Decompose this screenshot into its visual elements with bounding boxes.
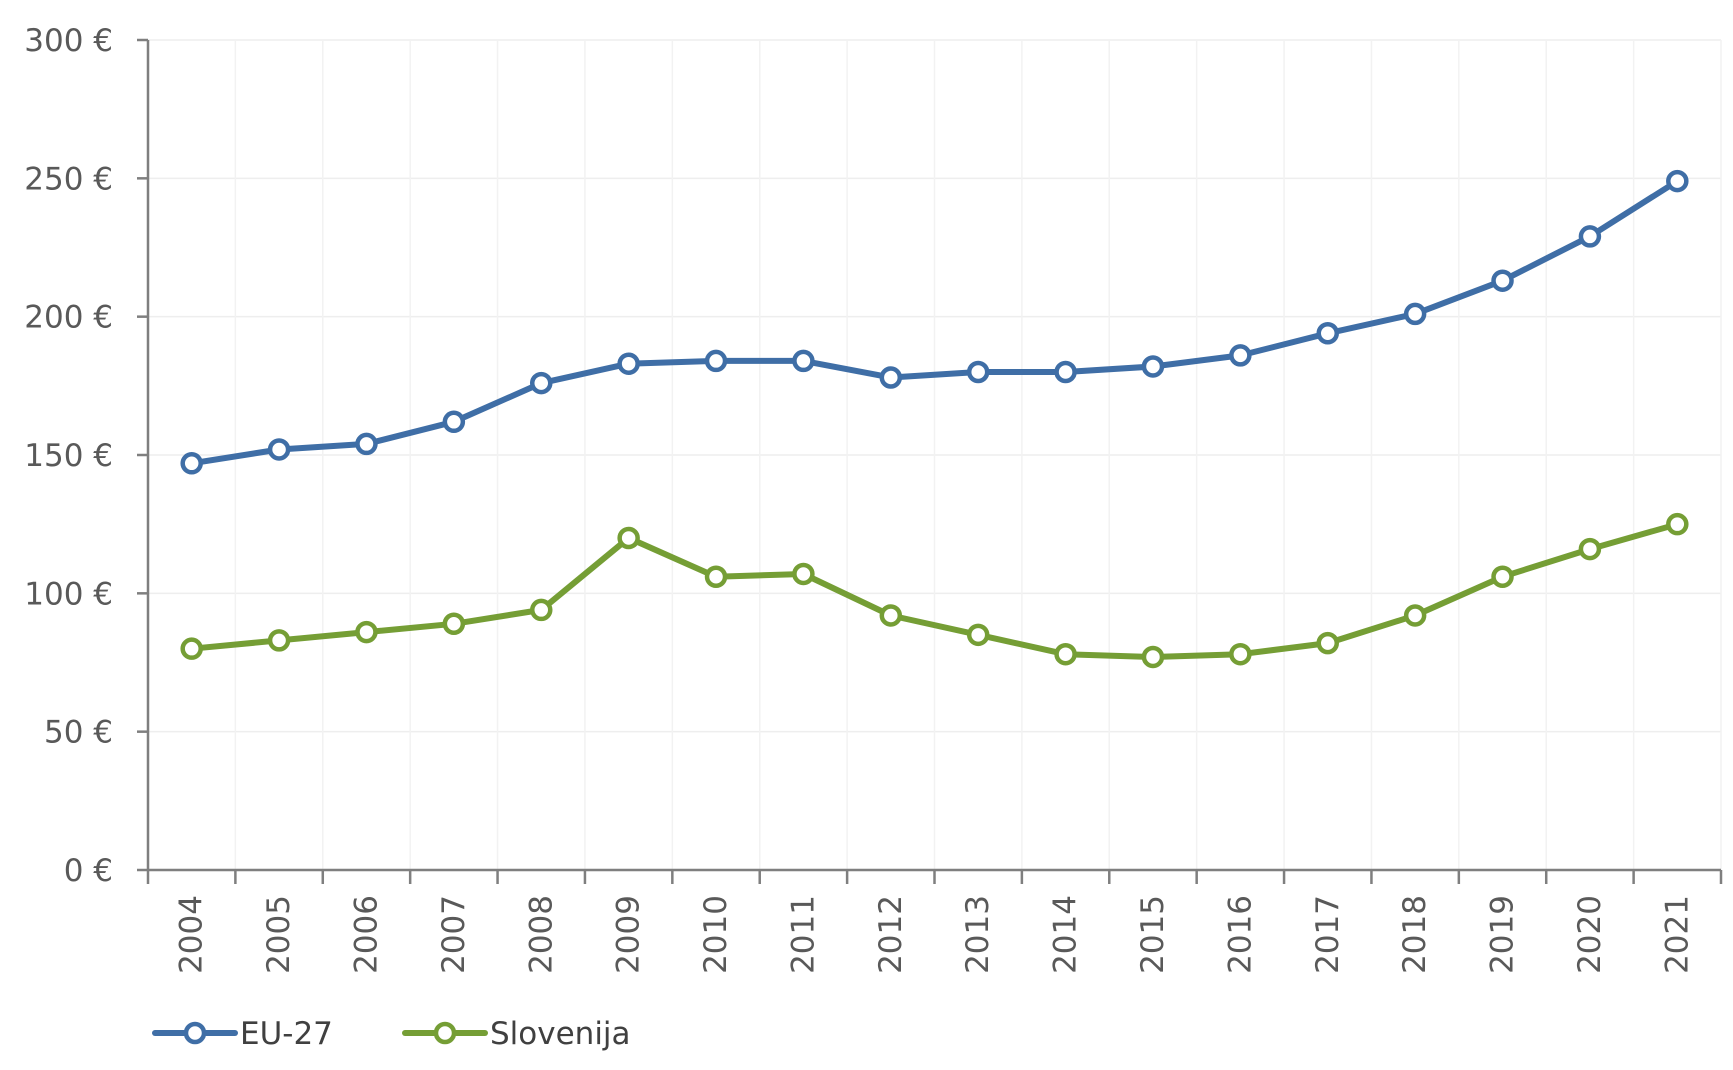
data-point (617, 352, 640, 375)
series-line (188, 521, 1681, 660)
data-point (530, 371, 553, 395)
axes: 0 € 50 € 100 € 150 € 200 € 250 € 300 € 2004 2005… (24, 23, 1723, 974)
data-point (267, 438, 291, 461)
series-lines (180, 169, 1689, 669)
x-tick-label: 2017 (1310, 895, 1346, 974)
x-tick-label: 2014 (1048, 895, 1084, 974)
data-point (1403, 302, 1427, 326)
data-point (1054, 360, 1077, 384)
x-tick-label: 2018 (1397, 895, 1433, 974)
x-tick-label: 2006 (348, 895, 384, 974)
data-point (1666, 169, 1689, 193)
data-point (180, 637, 203, 660)
x-tick-label: 2019 (1485, 895, 1521, 974)
x-tick-label: 2007 (436, 895, 472, 974)
y-tick-label: 250 € (24, 161, 113, 197)
data-point (1316, 322, 1339, 345)
y-tick-label: 200 € (24, 300, 113, 336)
x-tick-label: 2013 (960, 895, 996, 974)
x-tick-label: 2008 (523, 895, 559, 974)
legend-label: Slovenija (490, 1016, 631, 1052)
legend-item: EU-27 (152, 1016, 333, 1052)
x-tick-label: 2021 (1659, 895, 1695, 974)
x-tick-label: 2016 (1222, 895, 1258, 974)
y-tick-label: 100 € (24, 576, 113, 612)
x-tick-label: 2010 (698, 895, 734, 974)
data-point (442, 612, 466, 636)
legend: EU-27 Slovenija (152, 1016, 631, 1052)
data-point (704, 349, 728, 373)
data-point (267, 629, 291, 652)
x-tick-label: 2005 (261, 895, 297, 974)
series-slovenija (180, 512, 1689, 669)
data-point (1229, 642, 1252, 666)
data-point (442, 410, 466, 434)
x-tick-label: 2015 (1135, 895, 1171, 974)
data-point (1316, 631, 1339, 655)
data-point (792, 562, 815, 586)
data-point (1578, 537, 1602, 561)
data-point (704, 565, 728, 588)
y-tick-label: 50 € (44, 715, 113, 751)
y-tick-label: 0 € (64, 853, 113, 889)
data-point (966, 360, 990, 384)
data-point (1666, 512, 1689, 536)
data-point (355, 432, 378, 456)
data-point (1054, 642, 1077, 666)
legend-marker (183, 1021, 207, 1045)
data-point (1229, 344, 1252, 367)
x-tick-label: 2012 (873, 895, 909, 974)
data-point (617, 526, 640, 550)
grid-lines (148, 39, 1722, 870)
legend-label: EU-27 (240, 1016, 333, 1052)
data-point (1578, 225, 1602, 248)
data-point (1141, 645, 1165, 669)
data-point (1141, 355, 1165, 378)
data-point (1403, 604, 1427, 627)
x-tick-label: 2011 (785, 895, 821, 974)
x-tick-label: 2009 (611, 895, 647, 974)
series-line (188, 178, 1681, 467)
legend-item: Slovenija (402, 1016, 631, 1052)
data-point (879, 604, 903, 627)
legend-marker (433, 1021, 457, 1045)
data-point (792, 349, 815, 373)
y-tick-label: 150 € (24, 438, 113, 474)
x-tick-label: 2004 (174, 895, 210, 974)
data-point (879, 366, 903, 389)
y-tick-label: 300 € (24, 23, 113, 59)
series-eu-27 (180, 169, 1689, 475)
data-point (1491, 269, 1514, 292)
data-point (1491, 565, 1514, 588)
x-tick-label: 2020 (1572, 895, 1608, 974)
data-point (180, 452, 203, 475)
data-point (966, 623, 990, 647)
data-point (355, 620, 378, 644)
data-point (530, 598, 553, 622)
